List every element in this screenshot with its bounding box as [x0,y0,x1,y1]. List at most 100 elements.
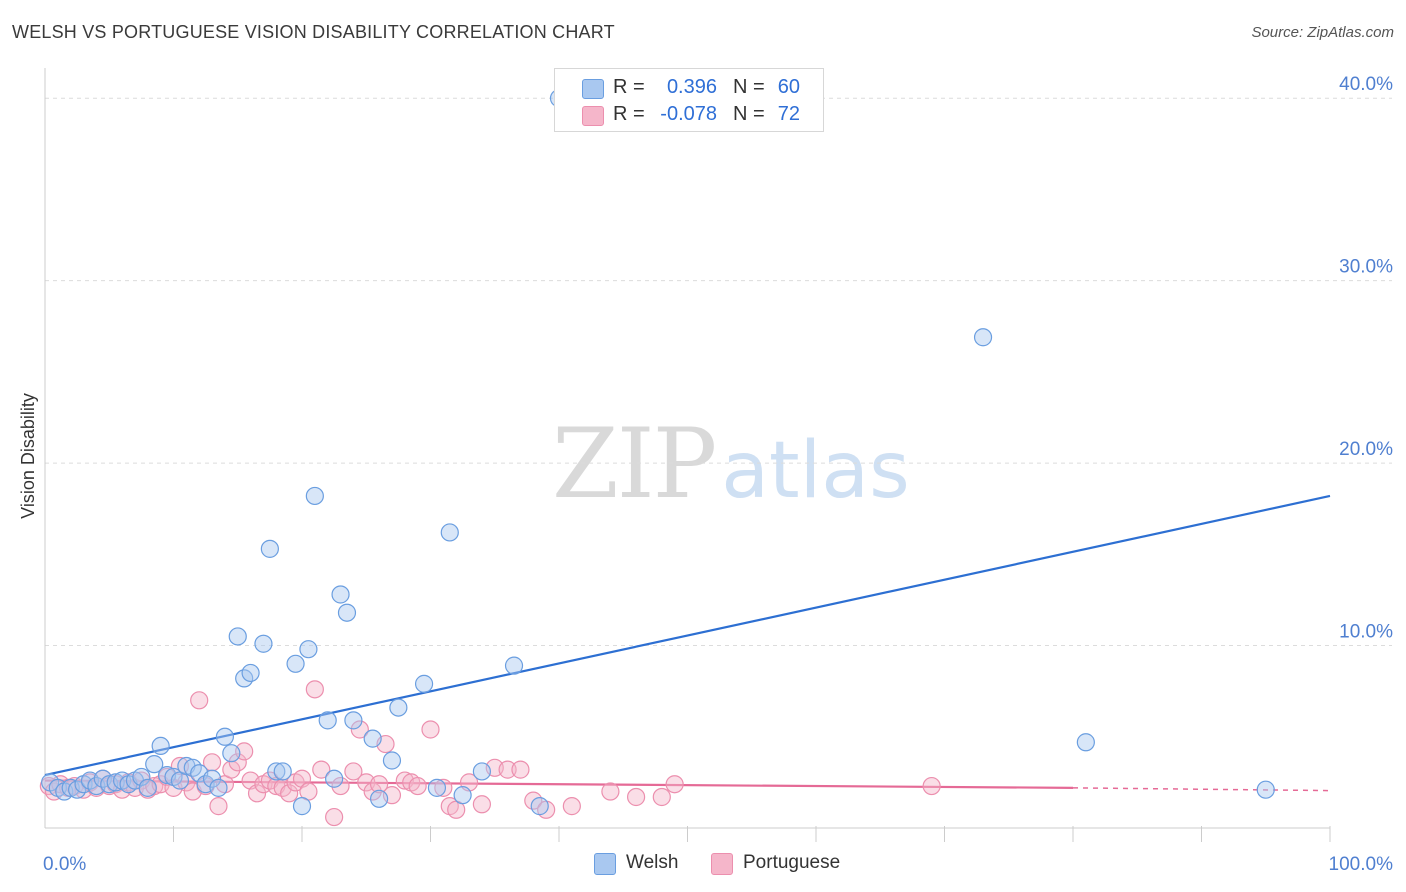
bottom-welsh-swatch [594,853,616,875]
welsh-n-label: N = [733,76,765,98]
portuguese-point [472,795,491,814]
welsh-point [228,627,247,646]
welsh-point [267,762,286,781]
portuguese-r-label: R = [613,103,645,125]
portuguese-point [434,778,453,797]
portuguese-point [305,680,324,699]
source-credit: Source: ZipAtlas.com [1251,24,1394,41]
welsh-point [344,711,363,730]
bottom-welsh-label: Welsh [626,852,679,873]
y-tick-label: 40.0% [1339,74,1393,95]
welsh-point [363,729,382,748]
watermark-zip: ZIP [552,408,717,520]
bottom-legend-welsh: Welsh [594,850,704,878]
welsh-swatch [582,79,604,99]
welsh-point [1256,780,1275,799]
portuguese-n-value: 72 [777,103,800,125]
welsh-point [286,654,305,673]
welsh-point [202,769,222,788]
welsh-point [260,539,279,558]
stats-legend: R = 0.396 N = 60 R = -0.078 N = 72 [554,68,824,132]
welsh-points [41,89,1275,816]
welsh-point [305,486,324,506]
welsh-point [370,789,389,808]
portuguese-point [190,691,209,710]
axes [44,68,1331,842]
y-tick-label: 10.0% [1339,622,1393,643]
welsh-point [138,778,157,797]
portuguese-point [350,720,369,739]
welsh-point [389,698,408,717]
portuguese-point [601,782,620,801]
legend-row-portuguese: R = -0.078 N = 72 [555,100,823,128]
welsh-point [1076,733,1095,752]
portuguese-point [312,760,331,779]
welsh-point [427,778,447,797]
welsh-trendline-group [44,494,1331,777]
welsh-point [254,634,273,653]
portuguese-n-label: N = [733,103,765,125]
welsh-point [292,797,312,816]
welsh-point [530,797,549,816]
portuguese-point [325,807,344,827]
welsh-point [331,585,350,604]
welsh-point [215,727,234,746]
portuguese-point [370,775,389,794]
welsh-point [318,711,337,730]
portuguese-point [145,776,164,796]
portuguese-trendline-group [44,779,1331,792]
portuguese-points [39,680,941,827]
grid [45,97,1392,647]
watermark: ZIPatlas [552,408,910,520]
bottom-legend-portuguese: Portuguese [711,850,861,878]
welsh-n-value: 60 [777,76,800,98]
portuguese-point [280,784,299,803]
portuguese-point [331,776,350,796]
welsh-trendline [44,494,1331,777]
legend-row-welsh: R = 0.396 N = 60 [555,73,823,101]
x-tick-label: 0.0% [43,854,86,875]
welsh-point [299,640,318,659]
welsh-point [151,736,170,756]
tick-labels: 10.0% 20.0% 30.0% 40.0% 0.0% 100.0% [43,74,1393,875]
x-tick-label: 100.0% [1329,854,1394,875]
portuguese-point [344,762,363,781]
portuguese-point [228,753,247,772]
portuguese-trendline-extension [1072,787,1331,792]
watermark-atlas: atlas [721,426,910,516]
welsh-point [337,603,357,622]
welsh-point [209,778,228,797]
portuguese-swatch [582,106,604,126]
portuguese-point [562,797,581,816]
welsh-r-label: R = [613,76,645,98]
portuguese-r-value: -0.078 [660,103,717,125]
welsh-point [382,751,402,770]
portuguese-point [421,720,440,739]
welsh-point [472,762,491,781]
welsh-point [145,755,164,774]
welsh-point [241,663,260,683]
welsh-point [132,767,151,787]
portuguese-point [665,775,684,794]
y-tick-label: 20.0% [1339,439,1393,460]
portuguese-point [363,782,382,801]
welsh-point [504,656,524,675]
welsh-r-value: 0.396 [666,76,717,98]
portuguese-point [626,787,646,807]
welsh-point [973,328,993,347]
bottom-portuguese-swatch [711,853,733,875]
bottom-portuguese-label: Portuguese [743,852,841,873]
welsh-point [273,762,292,781]
y-tick-label: 30.0% [1339,257,1393,278]
portuguese-point [498,760,517,779]
portuguese-point [408,776,427,796]
portuguese-point [922,776,941,796]
chart-title: WELSH VS PORTUGUESE VISION DISABILITY CO… [12,22,615,42]
y-axis-label: Vision Disability [18,393,38,519]
portuguese-point [209,797,228,816]
portuguese-point [247,784,267,803]
portuguese-point [511,760,530,779]
welsh-point [325,769,344,788]
welsh-point [440,523,459,542]
